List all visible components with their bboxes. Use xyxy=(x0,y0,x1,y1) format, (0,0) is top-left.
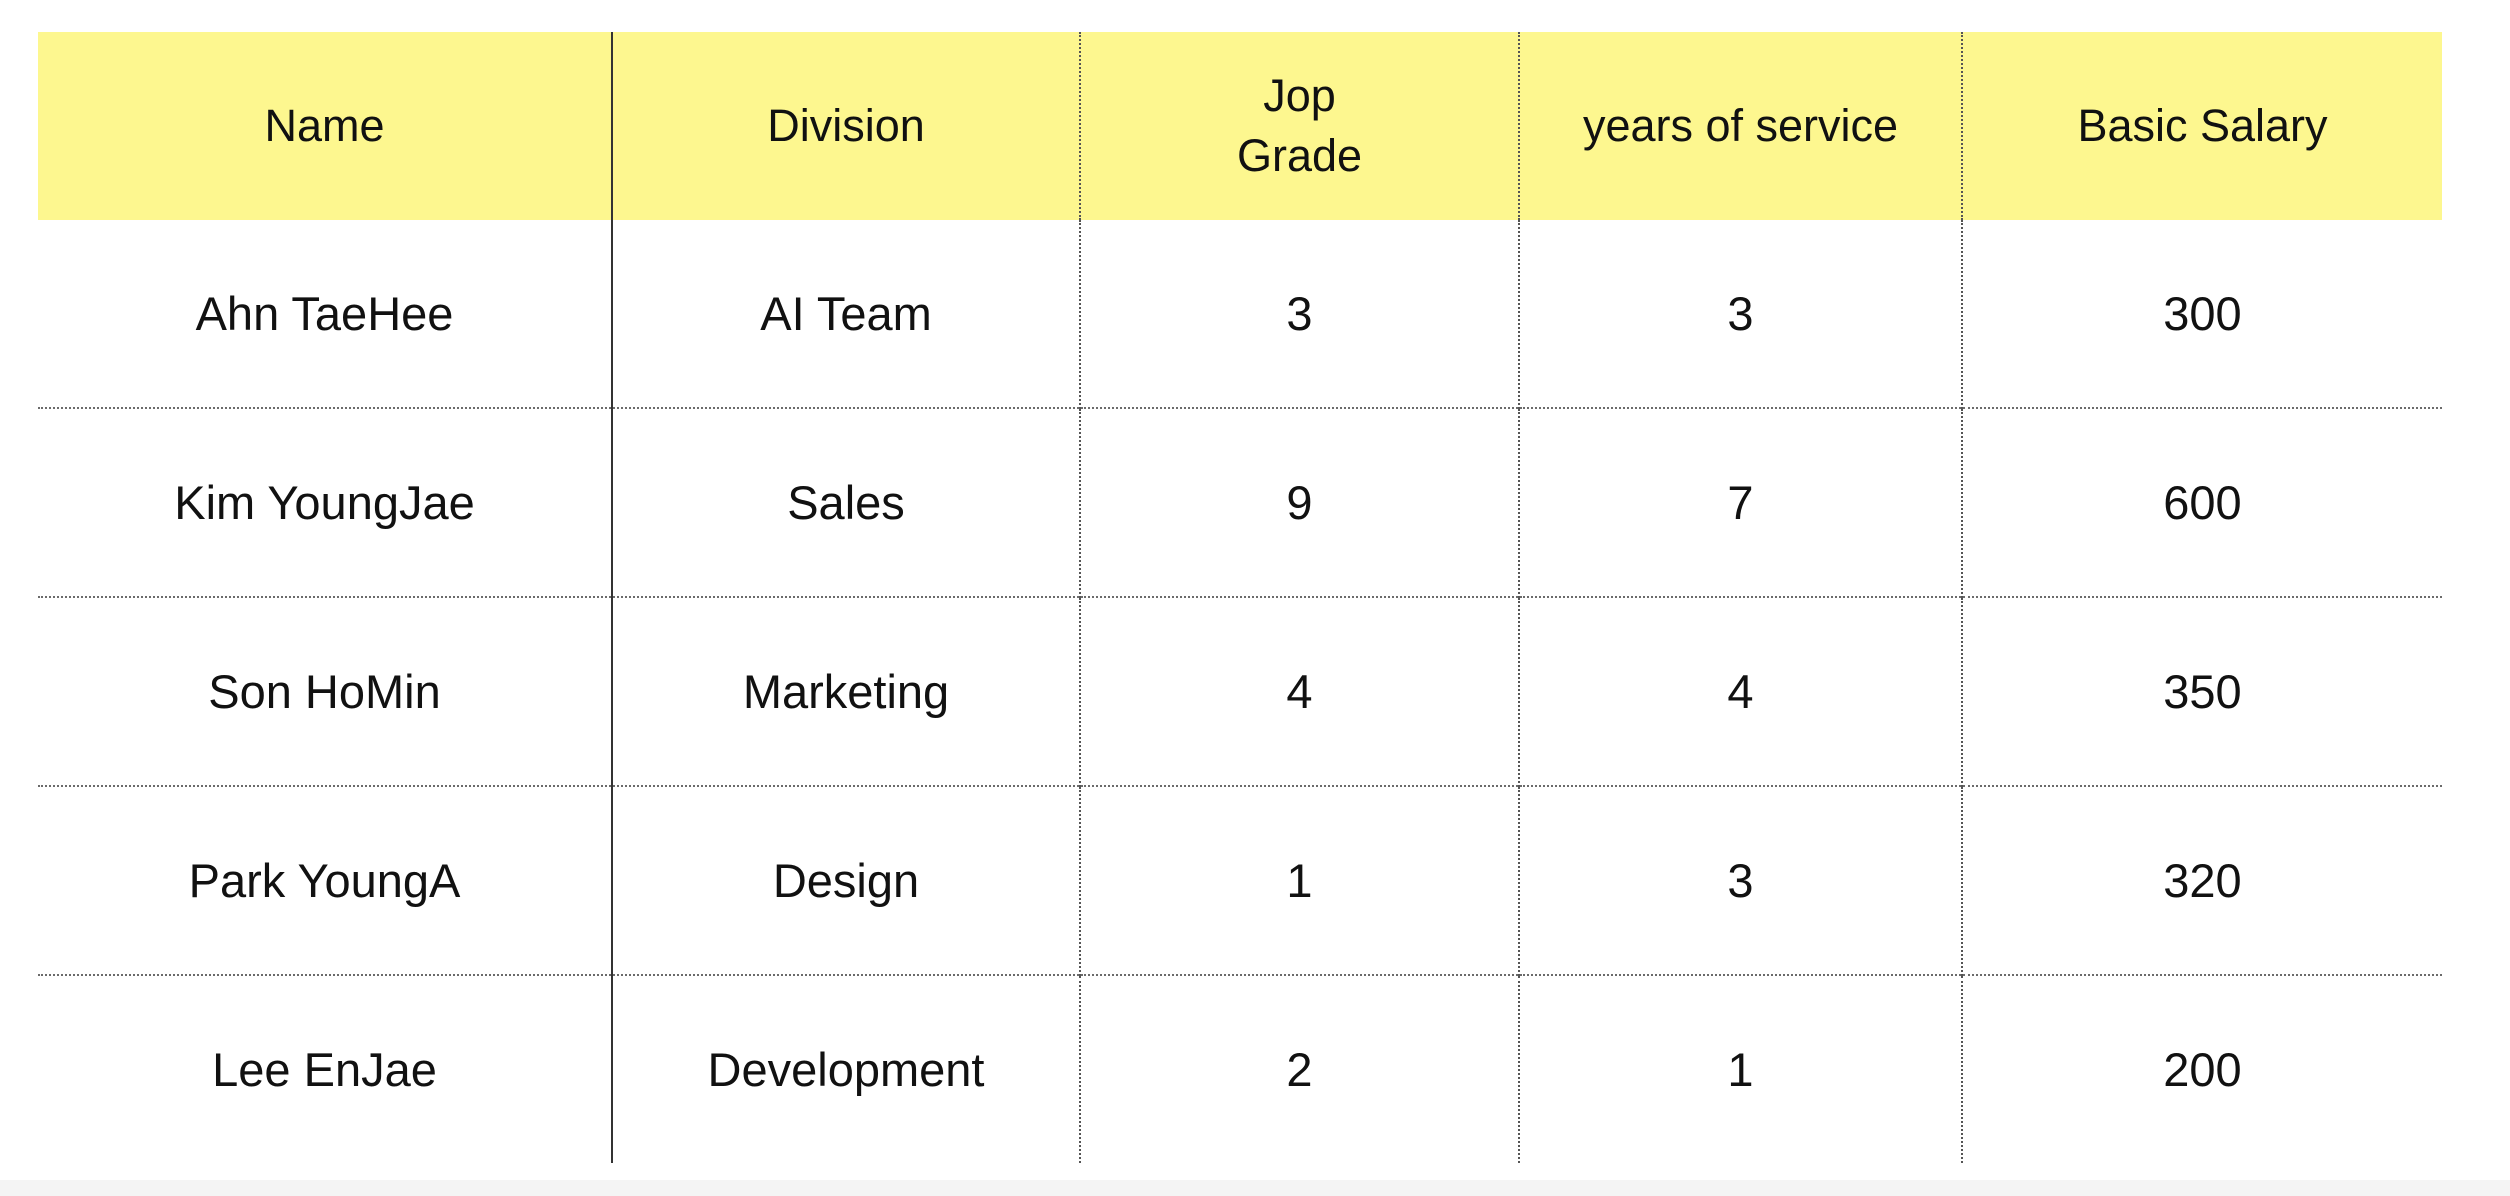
table-row: Kim YoungJae Sales 9 7 600 xyxy=(38,407,2442,597)
cell-name: Kim YoungJae xyxy=(38,407,612,597)
cell-name: Son HoMin xyxy=(38,596,612,786)
cell-years-of-service: 3 xyxy=(1518,785,1962,975)
cell-division: Marketing xyxy=(611,596,1080,786)
cell-job-grade: 1 xyxy=(1079,785,1519,975)
table-row: Park YoungA Design 1 3 320 xyxy=(38,785,2442,975)
cell-basic-salary: 350 xyxy=(1961,596,2442,786)
cell-name: Lee EnJae xyxy=(38,974,612,1163)
header-job-grade: Jop Grade xyxy=(1079,32,1519,220)
page-bottom-margin xyxy=(0,1180,2510,1196)
cell-job-grade: 4 xyxy=(1079,596,1519,786)
cell-years-of-service: 3 xyxy=(1518,220,1962,408)
cell-division: Design xyxy=(611,785,1080,975)
cell-basic-salary: 200 xyxy=(1961,974,2442,1163)
cell-division: Development xyxy=(611,974,1080,1163)
cell-job-grade: 3 xyxy=(1079,220,1519,408)
cell-basic-salary: 300 xyxy=(1961,220,2442,408)
header-name: Name xyxy=(38,32,612,220)
cell-division: Sales xyxy=(611,407,1080,597)
table-body: Ahn TaeHee AI Team 3 3 300 Kim YoungJae … xyxy=(38,220,2442,1163)
table-header: Name Division Jop Grade years of service… xyxy=(38,32,2442,220)
cell-division: AI Team xyxy=(611,220,1080,408)
cell-name: Ahn TaeHee xyxy=(195,287,454,340)
table-row: Ahn TaeHee AI Team 3 3 300 xyxy=(38,220,2442,408)
cell-basic-salary: 600 xyxy=(1961,407,2442,597)
cell-years-of-service: 7 xyxy=(1518,407,1962,597)
cell-job-grade: 9 xyxy=(1079,407,1519,597)
employee-table: Name Division Jop Grade years of service… xyxy=(38,32,2442,1163)
header-row: Name Division Jop Grade years of service… xyxy=(38,32,2442,220)
cell-years-of-service: 1 xyxy=(1518,974,1962,1163)
cell-job-grade: 2 xyxy=(1079,974,1519,1163)
table-row: Lee EnJae Development 2 1 200 xyxy=(38,974,2442,1163)
table-row: Son HoMin Marketing 4 4 350 xyxy=(38,596,2442,786)
header-division: Division xyxy=(611,32,1080,220)
header-basic-salary: Basic Salary xyxy=(1961,32,2442,220)
header-years-of-service: years of service xyxy=(1518,32,1962,220)
cell-basic-salary: 320 xyxy=(1961,785,2442,975)
cell-years-of-service: 4 xyxy=(1518,596,1962,786)
cell-name: Park YoungA xyxy=(38,785,612,975)
